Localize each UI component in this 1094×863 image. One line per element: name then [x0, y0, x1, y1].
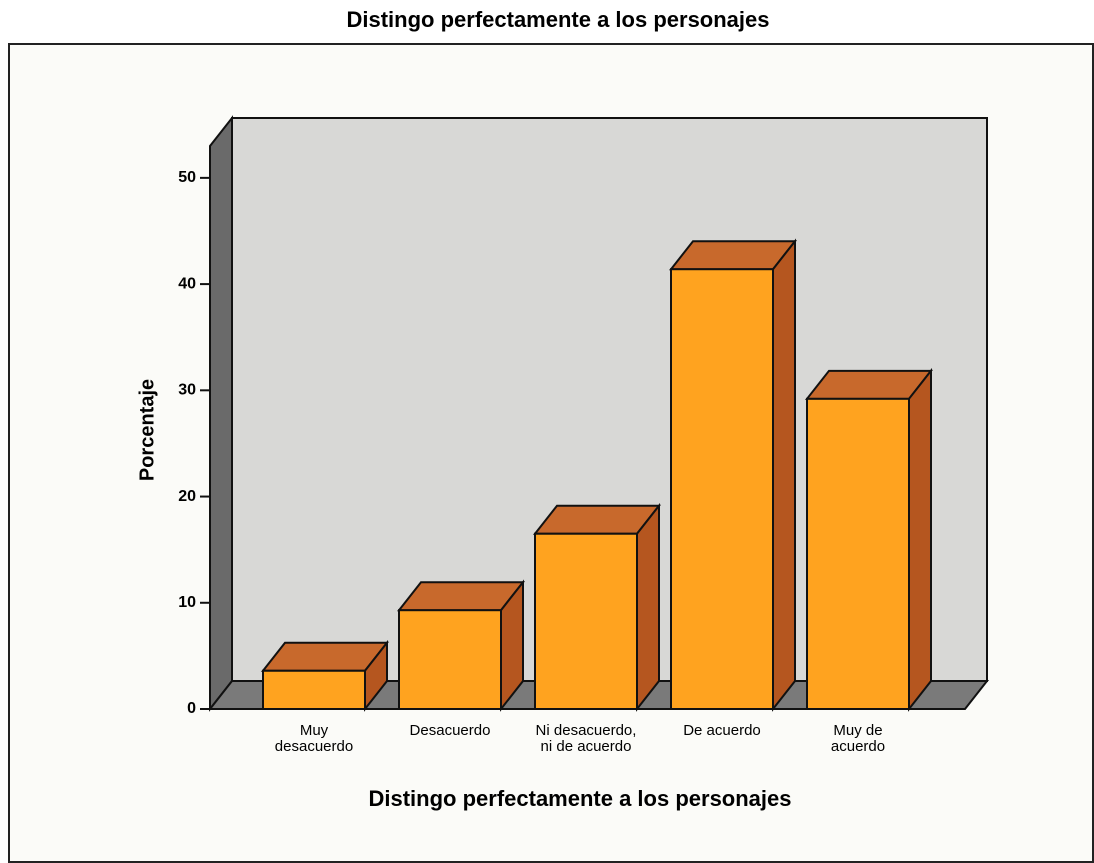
bar-side	[908, 367, 932, 712]
y-tick-label: 30	[178, 382, 196, 399]
y-axis-label: Porcentaje	[136, 379, 158, 481]
x-tick-label: Desacuerdo	[410, 722, 491, 739]
y-tick-label: 10	[178, 594, 196, 611]
bar	[670, 268, 774, 710]
y-tick-label: 40	[178, 275, 196, 292]
y-tick-label: 0	[187, 700, 196, 717]
x-tick-label: Muy de acuerdo	[831, 722, 885, 755]
x-tick-label: De acuerdo	[683, 722, 761, 739]
x-axis-label: Distingo perfectamente a los personajes	[368, 786, 791, 811]
bar	[534, 532, 638, 711]
y-tick-label: 20	[178, 488, 196, 505]
bar	[262, 669, 366, 710]
y-tick-label: 50	[178, 169, 196, 186]
left-wall	[209, 115, 233, 712]
bar	[398, 609, 502, 710]
bar-side	[772, 238, 796, 712]
x-tick-label: Muy desacuerdo	[275, 722, 353, 755]
bar-side	[636, 502, 660, 712]
bar	[806, 397, 910, 710]
chart-title: Distingo perfectamente a los personajes	[346, 7, 769, 32]
x-tick-label: Ni desacuerdo, ni de acuerdo	[536, 722, 637, 755]
